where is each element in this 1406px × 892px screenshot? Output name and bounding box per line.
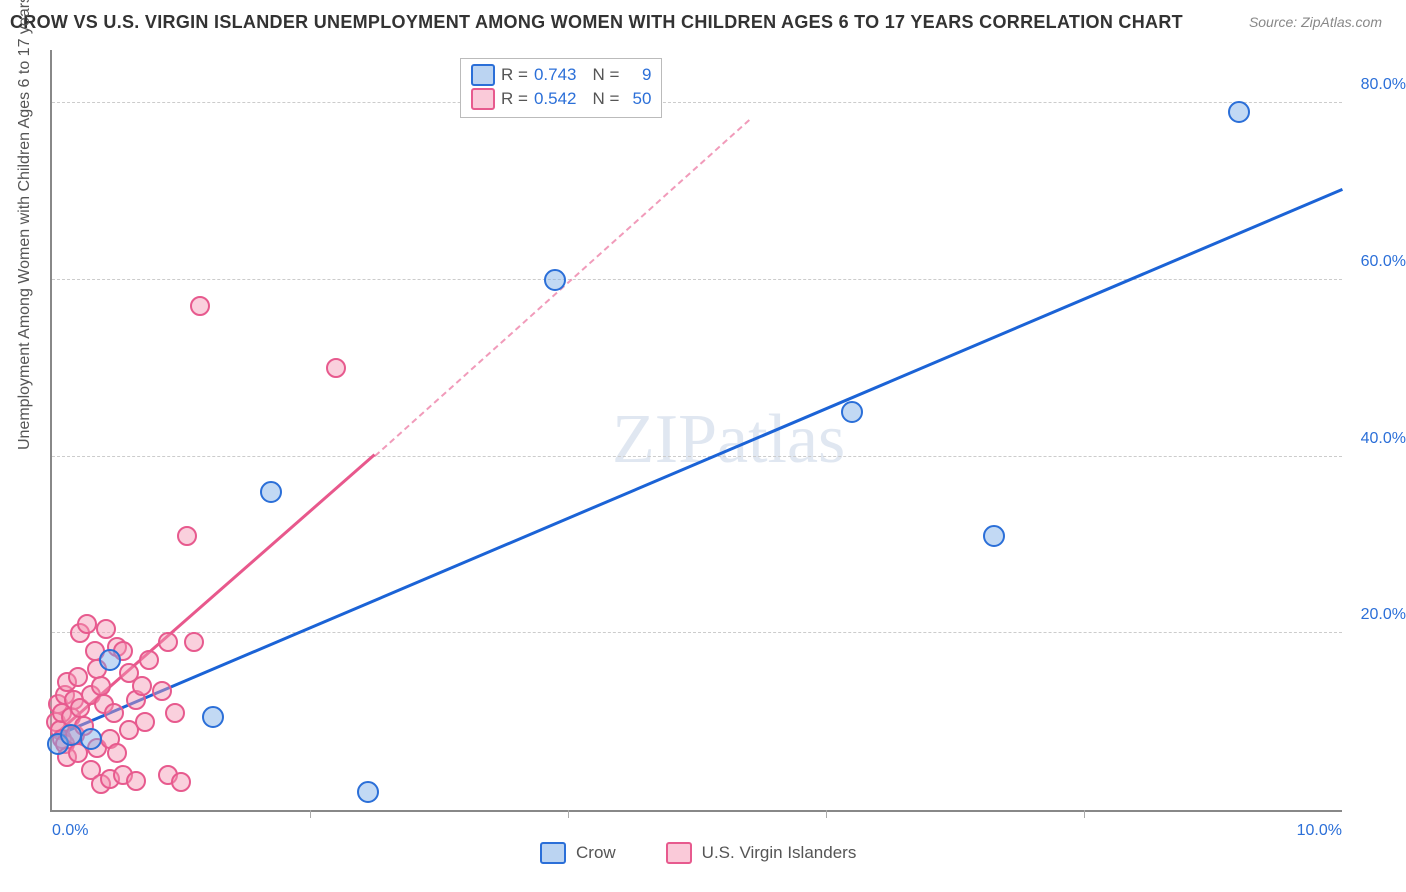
data-point-crow — [80, 728, 102, 750]
data-point-usvi — [132, 676, 152, 696]
data-point-usvi — [126, 771, 146, 791]
x-tick — [568, 810, 569, 818]
x-tick — [1084, 810, 1085, 818]
legend-series-label: U.S. Virgin Islanders — [702, 843, 857, 863]
y-tick-label: 20.0% — [1361, 606, 1406, 624]
legend-swatch-icon — [666, 842, 692, 864]
data-point-usvi — [139, 650, 159, 670]
series-legend: Crow U.S. Virgin Islanders — [540, 842, 856, 864]
gridline — [52, 102, 1342, 103]
n-value: 9 — [625, 63, 651, 87]
n-label: N = — [592, 63, 619, 87]
legend-swatch-icon — [471, 88, 495, 110]
data-point-crow — [1228, 101, 1250, 123]
legend-swatch-icon — [471, 64, 495, 86]
x-tick — [310, 810, 311, 818]
stats-legend-row: R =0.743 N =9 — [471, 63, 651, 87]
stats-legend-row: R =0.542 N =50 — [471, 87, 651, 111]
r-label: R = — [501, 87, 528, 111]
y-tick-label: 80.0% — [1361, 76, 1406, 94]
data-point-usvi — [171, 772, 191, 792]
data-point-crow — [60, 724, 82, 746]
r-value: 0.743 — [534, 63, 577, 87]
data-point-usvi — [158, 632, 178, 652]
legend-series-label: Crow — [576, 843, 616, 863]
r-value: 0.542 — [534, 87, 577, 111]
n-label: N = — [592, 87, 619, 111]
trend-line — [51, 189, 1342, 740]
chart-title: CROW VS U.S. VIRGIN ISLANDER UNEMPLOYMEN… — [10, 12, 1183, 33]
gridline — [52, 279, 1342, 280]
source-attribution: Source: ZipAtlas.com — [1249, 14, 1382, 30]
data-point-usvi — [165, 703, 185, 723]
data-point-usvi — [326, 358, 346, 378]
r-label: R = — [501, 63, 528, 87]
gridline — [52, 632, 1342, 633]
n-value: 50 — [625, 87, 651, 111]
x-tick — [826, 810, 827, 818]
legend-swatch-icon — [540, 842, 566, 864]
data-point-crow — [202, 706, 224, 728]
data-point-usvi — [152, 681, 172, 701]
data-point-crow — [357, 781, 379, 803]
chart-container: CROW VS U.S. VIRGIN ISLANDER UNEMPLOYMEN… — [0, 0, 1406, 892]
data-point-usvi — [190, 296, 210, 316]
y-tick-label: 60.0% — [1361, 253, 1406, 271]
watermark: ZIPatlas — [612, 400, 845, 480]
data-point-usvi — [77, 614, 97, 634]
data-point-usvi — [68, 667, 88, 687]
x-tick-label: 10.0% — [1297, 822, 1342, 840]
data-point-crow — [983, 525, 1005, 547]
data-point-crow — [544, 269, 566, 291]
data-point-usvi — [184, 632, 204, 652]
x-tick-label: 0.0% — [52, 822, 88, 840]
data-point-usvi — [177, 526, 197, 546]
plot-area: ZIPatlas 20.0%40.0%60.0%80.0%0.0%10.0% — [50, 50, 1342, 812]
y-axis-label: Unemployment Among Women with Children A… — [16, 0, 34, 450]
data-point-usvi — [135, 712, 155, 732]
data-point-usvi — [107, 743, 127, 763]
y-tick-label: 40.0% — [1361, 430, 1406, 448]
stats-legend: R =0.743 N =9 R =0.542 N =50 — [460, 58, 662, 118]
data-point-usvi — [104, 703, 124, 723]
gridline — [52, 456, 1342, 457]
data-point-crow — [99, 649, 121, 671]
data-point-crow — [260, 481, 282, 503]
data-point-crow — [841, 401, 863, 423]
